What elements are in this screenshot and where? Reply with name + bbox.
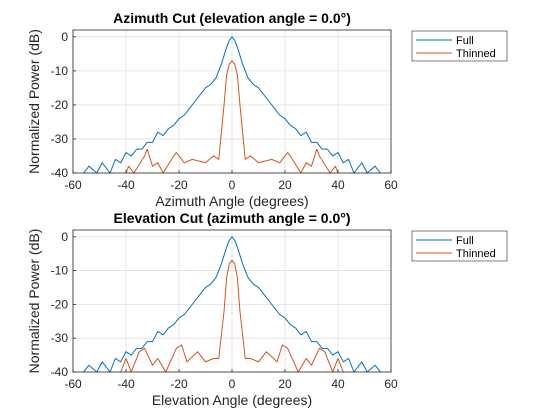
y-axis-label: Normalized Power (dB) (26, 29, 42, 174)
y-tick-label: -10 (51, 264, 69, 278)
legend-label-thinned: Thinned (456, 48, 496, 60)
x-axis-label: Elevation Angle (degrees) (152, 392, 312, 408)
legend-box (411, 30, 508, 62)
x-tick-label: -40 (117, 178, 135, 192)
legend-label-full: Full (456, 235, 474, 247)
legend-label-thinned: Thinned (456, 248, 496, 260)
x-tick-label: 0 (229, 178, 236, 192)
y-tick-label: -20 (51, 98, 69, 112)
series-line-thinned (125, 60, 339, 173)
x-tick-label: -60 (64, 178, 82, 192)
y-tick-label: -40 (51, 166, 69, 180)
y-tick-label: -30 (51, 331, 69, 345)
y-tick-label: -30 (51, 132, 69, 146)
chart-title: Azimuth Cut (elevation angle = 0.0°) (113, 10, 351, 26)
legend-label-full: Full (456, 35, 474, 47)
x-tick-label: 60 (384, 377, 398, 391)
x-tick-label: 60 (384, 178, 398, 192)
x-tick-label: 20 (278, 377, 292, 391)
x-axis-label: Azimuth Angle (degrees) (155, 193, 308, 209)
series-line-full (83, 36, 381, 173)
x-tick-label: -40 (117, 377, 135, 391)
x-tick-label: 0 (229, 377, 236, 391)
x-tick-label: 20 (278, 178, 292, 192)
y-tick-label: -40 (51, 365, 69, 379)
x-tick-label: 40 (331, 178, 345, 192)
y-tick-label: -10 (51, 64, 69, 78)
x-tick-label: -60 (64, 377, 82, 391)
y-tick-label: 0 (61, 30, 68, 44)
y-tick-label: 0 (61, 230, 68, 244)
series-line-full (83, 236, 381, 372)
x-tick-label: -20 (170, 178, 188, 192)
y-axis-label: Normalized Power (dB) (26, 229, 42, 374)
series-line-thinned (120, 259, 344, 372)
x-tick-label: -20 (170, 377, 188, 391)
grid (72, 30, 392, 174)
y-tick-label: -20 (51, 297, 69, 311)
legend-box (411, 230, 508, 262)
chart-title: Elevation Cut (azimuth angle = 0.0°) (113, 210, 350, 226)
x-tick-label: 40 (331, 377, 345, 391)
